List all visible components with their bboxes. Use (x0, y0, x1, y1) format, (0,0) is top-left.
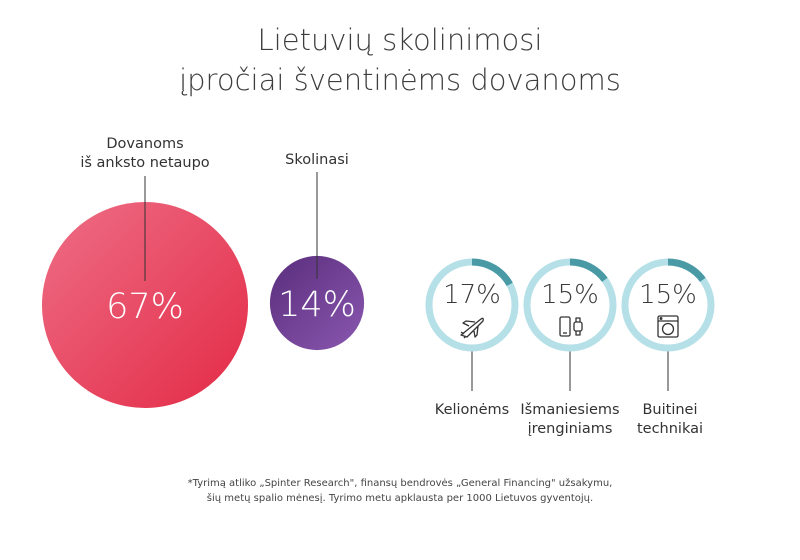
machine-body (657, 315, 679, 338)
label-travel: Kelionėms (412, 401, 532, 420)
watch-face (573, 321, 583, 332)
machine-knob (659, 317, 663, 320)
airplane-shape (460, 317, 484, 339)
ring-fill-smart-devices (523, 258, 617, 352)
value-smart-devices: 15% (541, 280, 599, 310)
value-no-savings: 67% (106, 287, 184, 327)
footnote-line-2: šių metų spalio mėnesį. Tyrimo metu apkl… (206, 493, 594, 504)
label-smart-devices-line-2: įrenginiams (527, 421, 613, 437)
label-no-savings: Dovanoms iš anksto netaupo (60, 135, 230, 173)
footnote: *Tyrimą atliko „Spinter Research", finan… (0, 476, 800, 506)
label-smart-devices-line-1: Išmaniesiems (520, 402, 620, 418)
title-line-1: Lietuvių skolinimosi (257, 23, 543, 57)
bubble-no-savings (42, 202, 248, 408)
label-appliances-line-1: Buitinei (642, 402, 698, 418)
machine-door (661, 322, 675, 336)
ring-fill-appliances (621, 258, 715, 352)
value-borrows: 14% (278, 285, 356, 325)
washing-machine-icon (657, 315, 679, 338)
footnote-line-1: *Tyrimą atliko „Spinter Research", finan… (187, 478, 613, 489)
value-travel: 17% (443, 280, 501, 310)
ring-bg-smart-devices (522, 257, 618, 353)
value-appliances: 15% (639, 280, 697, 310)
watch-strap (575, 317, 581, 336)
ring-fill-travel (425, 258, 519, 352)
title-line-2: įpročiai šventinėms dovanoms (179, 63, 621, 97)
label-no-savings-line-1: Dovanoms (106, 136, 184, 152)
label-borrows: Skolinasi (252, 151, 382, 170)
ring-bg-travel (424, 257, 520, 353)
label-smart-devices: Išmaniesiems įrenginiams (510, 401, 630, 439)
airplane-icon (460, 317, 484, 339)
ring-bg-appliances (620, 257, 716, 353)
label-appliances-line-2: technikai (636, 421, 704, 437)
label-no-savings-line-2: iš anksto netaupo (80, 155, 210, 171)
bubble-borrows (269, 255, 365, 351)
chart-title: Lietuvių skolinimosi įpročiai šventinėms… (0, 20, 800, 100)
label-appliances: Buitinei technikai (610, 401, 730, 439)
label-travel-line-1: Kelionėms (434, 402, 510, 418)
label-borrows-line-1: Skolinasi (285, 152, 349, 168)
smartphone-watch-icon (559, 316, 583, 337)
phone-shape (559, 316, 571, 337)
